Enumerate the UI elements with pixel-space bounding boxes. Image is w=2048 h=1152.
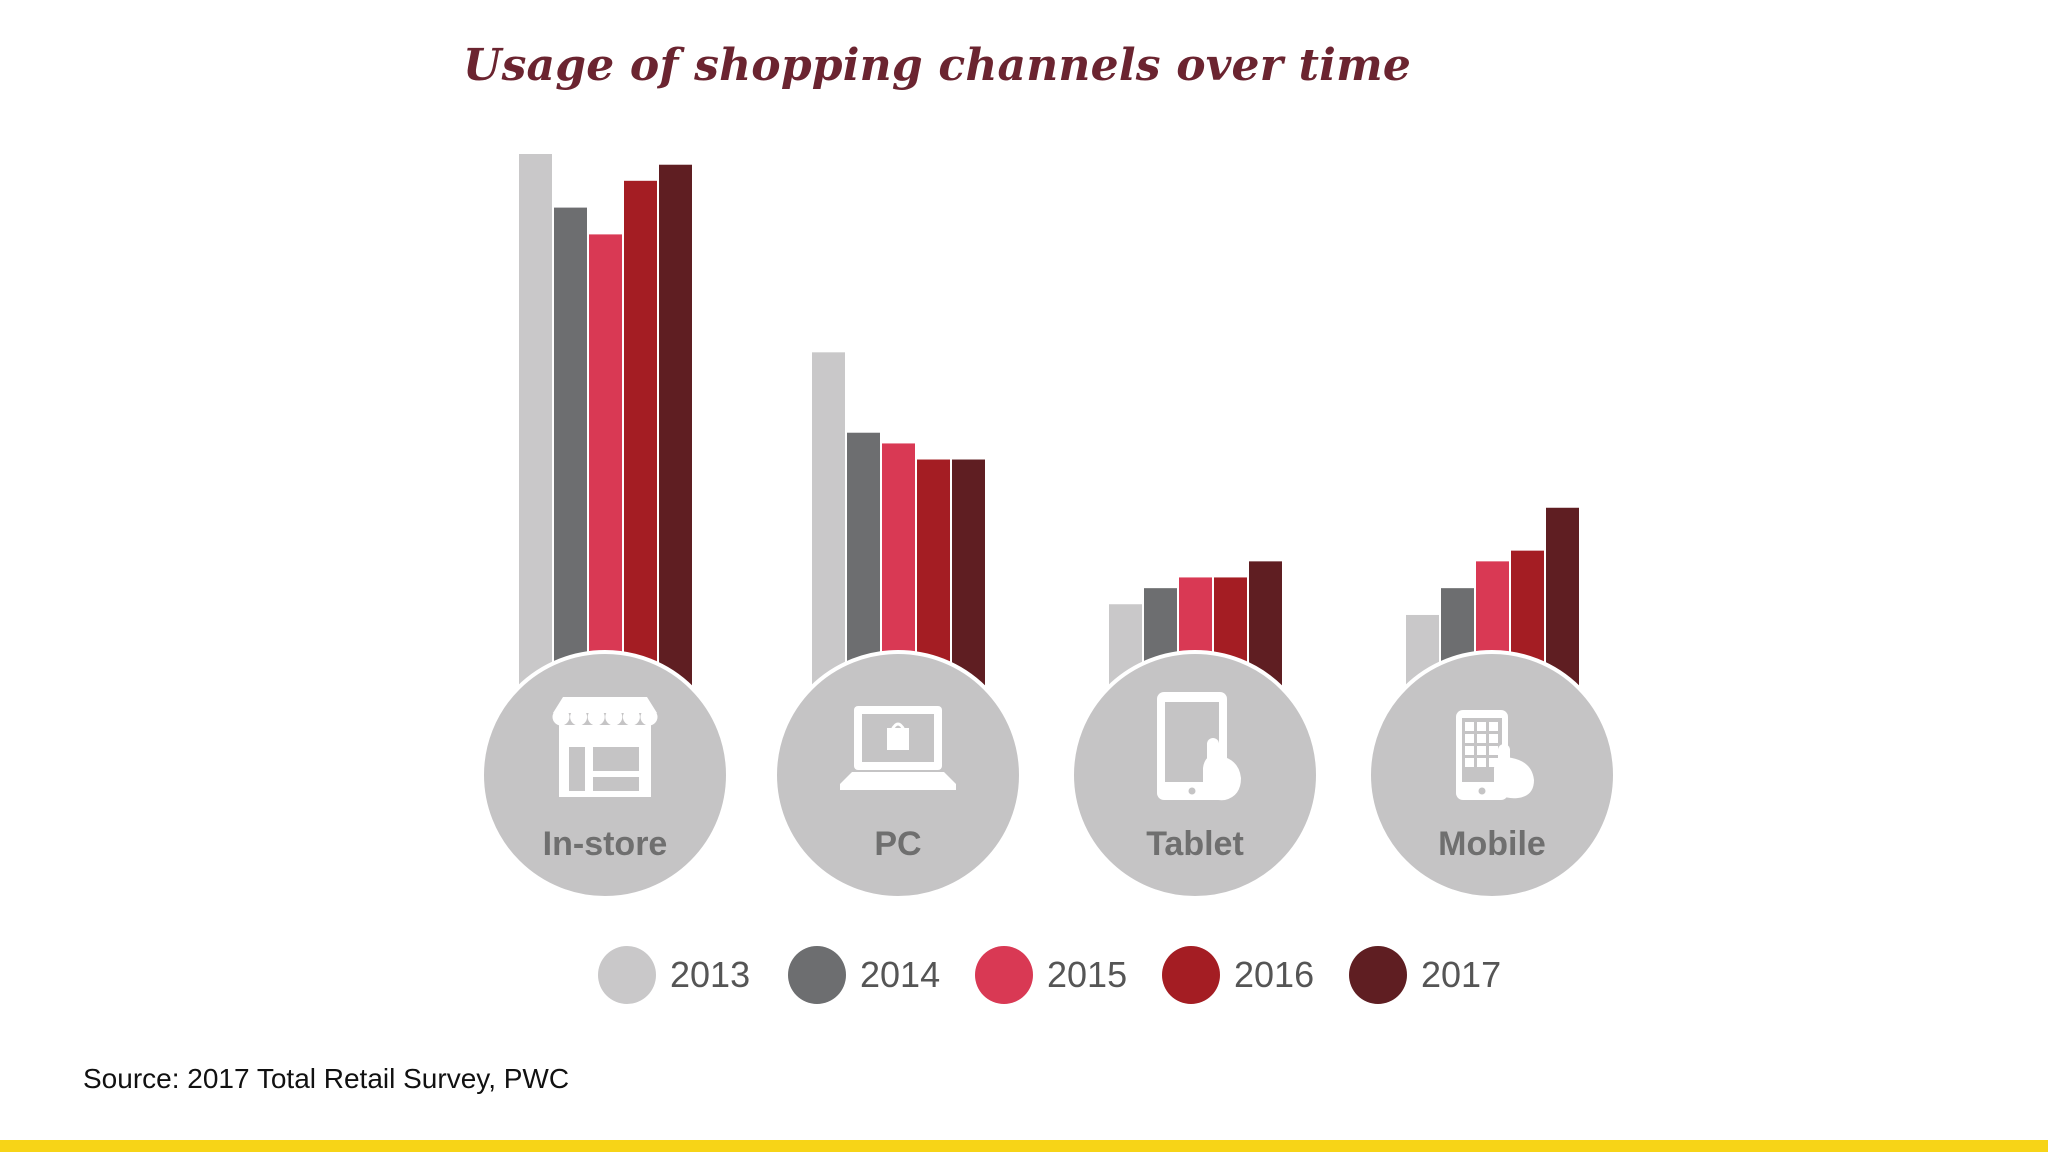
legend-item-2014: 2014 — [788, 944, 940, 1006]
legend-swatch-2014 — [788, 946, 846, 1004]
category-discs-layer: In-store PC Tablet Mobile — [480, 650, 1617, 900]
bar-in-store-2013 — [519, 154, 552, 690]
mobile-phone-icon — [1456, 710, 1534, 800]
legend-label-2015: 2015 — [1047, 954, 1128, 995]
bar-in-store-2016 — [624, 180, 657, 691]
source-note: Source: 2017 Total Retail Survey, PWC — [83, 1063, 570, 1094]
bar-in-store-2015 — [589, 234, 622, 690]
bar-pc-2013 — [812, 352, 845, 690]
legend-item-2016: 2016 — [1162, 944, 1314, 1006]
category-label-tablet: Tablet — [1146, 825, 1244, 863]
legend-item-2015: 2015 — [975, 944, 1127, 1006]
legend-item-2013: 2013 — [598, 944, 750, 1006]
legend-swatch-2013 — [598, 946, 656, 1004]
category-label-mobile: Mobile — [1438, 825, 1546, 863]
chart-title: Usage of shopping channels over time — [463, 40, 1412, 91]
bar-pc-2015 — [882, 443, 915, 690]
bars-layer — [519, 154, 1579, 691]
category-label-in-store: In-store — [543, 825, 668, 863]
bar-pc-2016 — [917, 459, 950, 690]
bar-in-store-2014 — [554, 207, 587, 690]
legend-label-2014: 2014 — [860, 954, 941, 995]
legend-swatch-2016 — [1162, 946, 1220, 1004]
bar-mobile-2017 — [1546, 507, 1579, 690]
bar-pc-2014 — [847, 432, 880, 690]
legend-label-2017: 2017 — [1421, 954, 1502, 995]
legend-swatch-2017 — [1349, 946, 1407, 1004]
legend-label-2016: 2016 — [1234, 954, 1315, 995]
bar-pc-2017 — [952, 459, 985, 690]
legend-swatch-2015 — [975, 946, 1033, 1004]
tablet-icon — [1157, 692, 1241, 801]
legend-item-2017: 2017 — [1349, 944, 1501, 1006]
bar-in-store-2017 — [659, 164, 692, 691]
laptop-icon — [840, 706, 956, 790]
store-icon — [552, 697, 658, 797]
legend-label-2013: 2013 — [670, 954, 751, 995]
category-label-pc: PC — [874, 825, 921, 863]
accent-bar — [0, 1140, 2048, 1152]
